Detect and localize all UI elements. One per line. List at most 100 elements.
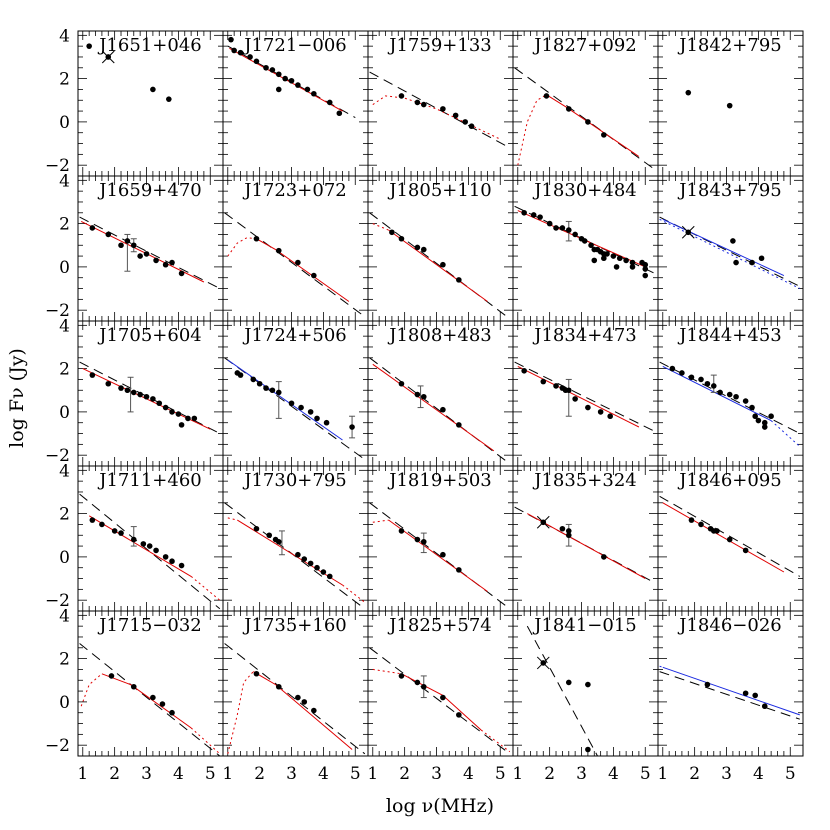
data-point bbox=[137, 253, 143, 259]
data-point bbox=[414, 99, 421, 106]
data-point bbox=[105, 231, 112, 238]
panel-title: J1834+473 bbox=[532, 325, 636, 346]
data-point bbox=[124, 387, 131, 394]
panel-curves bbox=[514, 506, 656, 584]
red-fit-curve bbox=[388, 519, 488, 592]
data-point bbox=[304, 86, 311, 93]
panel: J1805+110 bbox=[367, 175, 514, 322]
data-point bbox=[389, 229, 395, 236]
red-fit-curve bbox=[88, 515, 192, 577]
red-dotted-curve bbox=[190, 576, 221, 601]
data-point bbox=[159, 701, 166, 707]
data-point bbox=[301, 699, 308, 705]
panel: J1843+795 bbox=[657, 175, 804, 322]
cross-marker bbox=[101, 50, 115, 64]
black-dashed-curve bbox=[526, 625, 598, 756]
data-point bbox=[565, 387, 572, 394]
panel-ticks bbox=[368, 611, 513, 756]
x-tick-label: 3 bbox=[286, 764, 297, 784]
data-point bbox=[440, 551, 446, 558]
data-point bbox=[440, 694, 446, 701]
blue-dotted-curve bbox=[770, 420, 801, 447]
y-tick-label: 2 bbox=[59, 505, 70, 525]
data-point bbox=[275, 683, 282, 690]
data-point bbox=[323, 419, 330, 426]
black-dashed-curve bbox=[659, 361, 801, 434]
data-point bbox=[440, 106, 446, 112]
black-dashed-curve bbox=[369, 212, 511, 320]
panel: J1835+324 bbox=[512, 465, 659, 612]
data-point bbox=[275, 538, 282, 545]
data-point bbox=[761, 424, 768, 430]
data-point bbox=[704, 380, 711, 387]
data-point bbox=[414, 391, 421, 398]
data-point bbox=[178, 422, 185, 428]
data-point bbox=[111, 528, 118, 534]
data-point bbox=[462, 119, 468, 125]
data-point bbox=[314, 564, 320, 571]
data-point bbox=[761, 419, 768, 426]
panel-ticks bbox=[658, 466, 803, 611]
red-dotted-curve bbox=[80, 673, 103, 707]
data-point bbox=[749, 404, 755, 411]
black-dashed-curve bbox=[369, 502, 511, 610]
panel-curves bbox=[369, 71, 511, 149]
panel-ticks bbox=[513, 31, 658, 176]
panel: J1834+473 bbox=[512, 320, 659, 467]
data-point bbox=[565, 679, 572, 686]
data-point bbox=[710, 383, 717, 389]
data-point bbox=[468, 123, 475, 130]
data-point bbox=[89, 225, 96, 231]
panel-title: J1825+574 bbox=[387, 615, 491, 636]
data-point bbox=[565, 532, 572, 539]
black-dashed-curve bbox=[224, 357, 366, 460]
panel-ticks bbox=[223, 176, 368, 321]
y-tick-label: 4 bbox=[59, 26, 70, 46]
black-dashed-curve bbox=[659, 216, 801, 287]
data-point bbox=[146, 543, 153, 549]
panel-curves bbox=[79, 216, 221, 289]
data-point bbox=[642, 261, 649, 268]
red-dotted-curve bbox=[372, 223, 389, 231]
panel-grid: J1651+046 4 2 0 −2 J1721−006 J1759+133 J1827+09… bbox=[45, 26, 804, 784]
data-point bbox=[749, 259, 755, 266]
panel: J1808+483 bbox=[367, 320, 514, 467]
data-point bbox=[275, 247, 282, 254]
panel-ticks bbox=[368, 31, 513, 176]
data-point bbox=[698, 376, 704, 383]
data-point bbox=[581, 238, 588, 244]
y-tick-label: −2 bbox=[45, 301, 70, 321]
data-point bbox=[282, 75, 288, 82]
panel-ticks bbox=[513, 321, 658, 466]
panel-ticks bbox=[368, 176, 513, 321]
red-fit-curve bbox=[662, 502, 785, 573]
red-fit-curve bbox=[80, 220, 205, 283]
y-tick-label: 0 bbox=[59, 403, 70, 423]
data-point bbox=[237, 49, 244, 56]
panel-ticks bbox=[368, 321, 513, 466]
data-point bbox=[559, 525, 566, 532]
data-point bbox=[642, 266, 649, 272]
panel-curves bbox=[224, 643, 366, 755]
red-fit-curve bbox=[388, 229, 488, 302]
data-point bbox=[269, 387, 276, 394]
data-point bbox=[150, 396, 156, 402]
data-point bbox=[307, 409, 314, 415]
red-dotted-curve bbox=[517, 94, 547, 166]
panel-title: J1808+483 bbox=[387, 325, 491, 346]
panel: J1841−015 1 2 3 4 5 bbox=[512, 610, 659, 784]
x-tick-label: 3 bbox=[721, 764, 732, 784]
data-point bbox=[99, 521, 105, 528]
data-point bbox=[118, 385, 124, 391]
x-tick-label: 1 bbox=[512, 764, 523, 784]
x-tick-label: 5 bbox=[785, 764, 796, 784]
panel-ticks bbox=[78, 466, 223, 611]
y-tick-label: 0 bbox=[59, 693, 70, 713]
x-tick-label: 4 bbox=[173, 764, 184, 784]
data-point bbox=[613, 264, 620, 270]
data-point bbox=[414, 536, 421, 543]
panel-title: J1711+460 bbox=[97, 470, 201, 491]
red-fit-curve bbox=[237, 519, 343, 586]
data-point bbox=[456, 277, 462, 283]
panel: J1842+795 bbox=[657, 30, 804, 177]
